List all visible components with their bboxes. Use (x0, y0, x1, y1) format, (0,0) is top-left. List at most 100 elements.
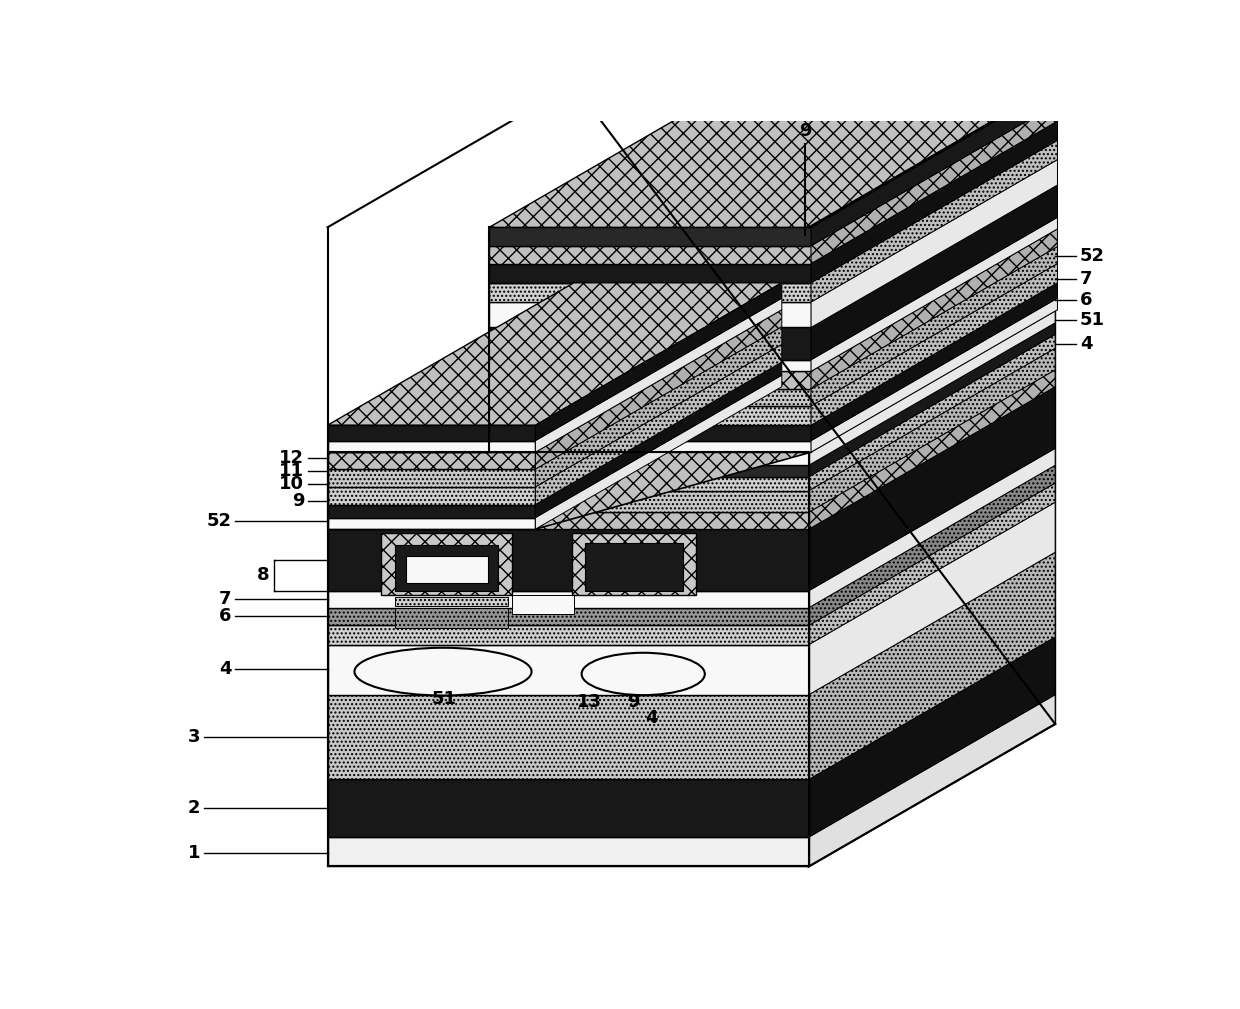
Text: 2: 2 (188, 799, 201, 817)
Polygon shape (536, 299, 781, 452)
Polygon shape (490, 302, 811, 328)
Polygon shape (396, 545, 498, 591)
Polygon shape (811, 185, 1058, 360)
Text: 12: 12 (279, 449, 304, 467)
Polygon shape (808, 448, 1055, 607)
Text: 7: 7 (218, 590, 231, 608)
Polygon shape (327, 607, 808, 626)
Polygon shape (808, 348, 1055, 513)
Ellipse shape (355, 648, 532, 695)
Polygon shape (327, 529, 808, 591)
Polygon shape (808, 386, 1055, 591)
Polygon shape (382, 533, 512, 594)
Polygon shape (327, 452, 808, 465)
Polygon shape (327, 504, 536, 518)
Text: 10: 10 (279, 475, 304, 492)
Polygon shape (396, 597, 508, 606)
Polygon shape (490, 441, 811, 452)
Polygon shape (811, 140, 1058, 302)
Polygon shape (490, 263, 811, 283)
Polygon shape (811, 299, 1058, 452)
Polygon shape (811, 217, 1058, 371)
Polygon shape (536, 310, 781, 469)
Polygon shape (327, 283, 781, 425)
Polygon shape (327, 513, 808, 529)
Polygon shape (573, 533, 696, 594)
Text: 51: 51 (1080, 311, 1105, 329)
Polygon shape (396, 607, 508, 628)
Polygon shape (327, 425, 536, 441)
Polygon shape (490, 406, 811, 425)
Polygon shape (811, 121, 1058, 283)
Polygon shape (808, 465, 1055, 626)
Polygon shape (808, 695, 1055, 867)
Text: 9: 9 (291, 491, 304, 510)
Polygon shape (811, 229, 1058, 389)
Polygon shape (811, 185, 1058, 360)
Polygon shape (808, 334, 1055, 490)
Polygon shape (536, 344, 781, 504)
Polygon shape (811, 283, 1058, 441)
Text: 9: 9 (799, 122, 811, 140)
Polygon shape (811, 103, 1058, 263)
Polygon shape (536, 375, 781, 529)
Text: 9: 9 (627, 693, 640, 711)
Polygon shape (811, 299, 1058, 452)
Polygon shape (327, 779, 808, 837)
Polygon shape (327, 452, 811, 529)
Polygon shape (811, 103, 1058, 263)
Polygon shape (811, 263, 1058, 425)
Polygon shape (811, 85, 1058, 246)
Polygon shape (490, 328, 811, 360)
Polygon shape (811, 140, 1058, 302)
Text: 13: 13 (577, 693, 601, 711)
Polygon shape (811, 229, 1058, 389)
Polygon shape (808, 483, 1055, 645)
Polygon shape (327, 645, 808, 695)
Polygon shape (808, 310, 1055, 465)
Polygon shape (327, 490, 808, 513)
Polygon shape (811, 246, 1058, 406)
Polygon shape (536, 362, 781, 518)
Polygon shape (327, 591, 808, 607)
Text: 1: 1 (188, 844, 201, 862)
Polygon shape (490, 360, 811, 371)
Polygon shape (808, 552, 1055, 779)
Polygon shape (490, 371, 811, 389)
Text: 4: 4 (218, 660, 231, 678)
Text: 11: 11 (279, 462, 304, 479)
Polygon shape (490, 389, 811, 406)
Polygon shape (536, 283, 781, 441)
Text: 51: 51 (432, 689, 458, 707)
Text: 52: 52 (206, 512, 231, 530)
Polygon shape (811, 217, 1058, 371)
Polygon shape (490, 227, 811, 246)
Polygon shape (327, 452, 536, 469)
Polygon shape (811, 121, 1058, 283)
Polygon shape (536, 327, 781, 486)
Polygon shape (490, 425, 811, 441)
Polygon shape (327, 465, 808, 477)
Polygon shape (490, 246, 811, 263)
Text: 8: 8 (257, 566, 270, 584)
Polygon shape (811, 85, 1058, 246)
Polygon shape (490, 85, 1058, 227)
Text: 6: 6 (218, 607, 231, 626)
Text: 4: 4 (1080, 335, 1092, 353)
Text: 4: 4 (646, 709, 658, 726)
Text: 52: 52 (1080, 247, 1105, 264)
Polygon shape (808, 637, 1055, 837)
Polygon shape (327, 486, 536, 504)
Text: 3: 3 (188, 728, 201, 746)
Polygon shape (808, 323, 1055, 477)
Polygon shape (405, 556, 487, 583)
Polygon shape (512, 594, 574, 613)
Polygon shape (811, 263, 1058, 425)
Polygon shape (327, 469, 536, 486)
Polygon shape (808, 502, 1055, 695)
Text: 6: 6 (1080, 291, 1092, 309)
Polygon shape (585, 543, 683, 591)
Polygon shape (808, 85, 1055, 867)
Polygon shape (811, 159, 1058, 328)
Polygon shape (490, 283, 811, 302)
